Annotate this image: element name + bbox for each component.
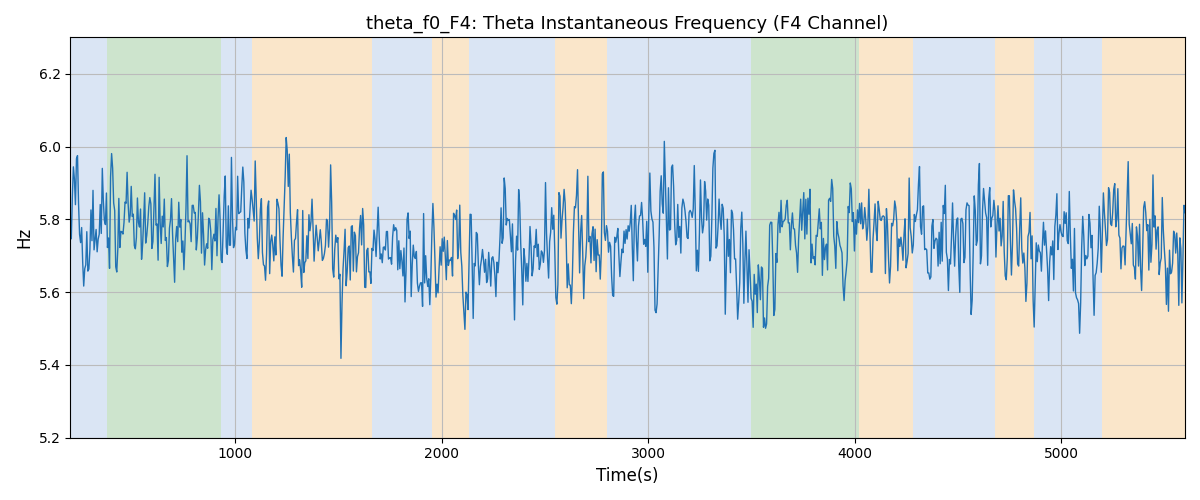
Bar (372, 38, 432, 438)
Bar (607, 38, 665, 438)
Bar (1103, 38, 1184, 438)
Title: theta_f0_F4: Theta Instantaneous Frequency (F4 Channel): theta_f0_F4: Theta Instantaneous Frequen… (366, 15, 889, 34)
Bar (469, 38, 556, 438)
X-axis label: Time(s): Time(s) (596, 467, 659, 485)
Bar (556, 38, 607, 438)
Bar (108, 38, 221, 438)
Bar (764, 38, 859, 438)
Bar (859, 38, 912, 438)
Bar (1034, 38, 1103, 438)
Bar (912, 38, 995, 438)
Bar (665, 38, 751, 438)
Bar (71, 38, 108, 438)
Bar (252, 38, 372, 438)
Bar (432, 38, 469, 438)
Bar (221, 38, 252, 438)
Y-axis label: Hz: Hz (16, 227, 34, 248)
Bar (995, 38, 1034, 438)
Bar (751, 38, 764, 438)
